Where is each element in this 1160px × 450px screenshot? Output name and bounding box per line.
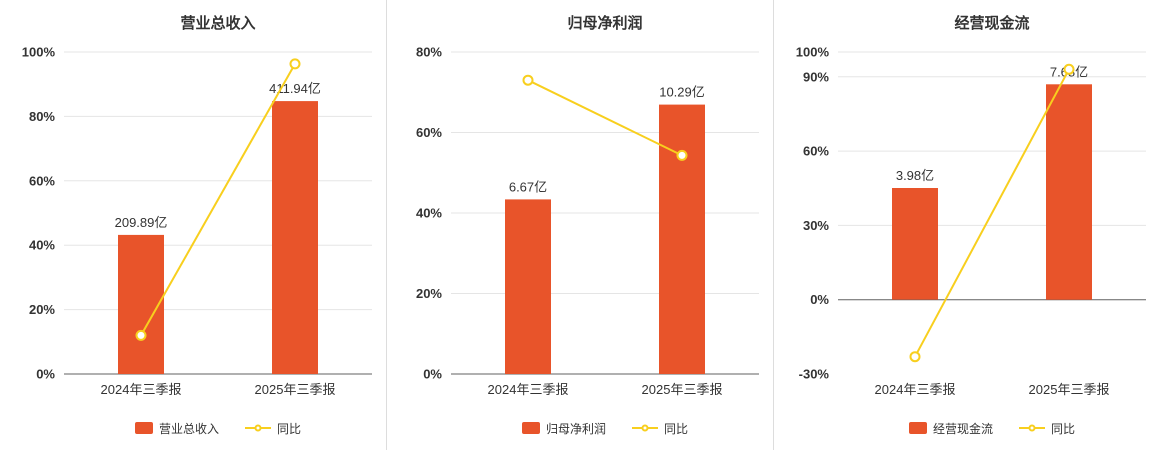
x-category-label: 2025年三季报 [1029,382,1110,397]
y-tick-label: -30% [799,367,830,382]
bar [505,199,551,374]
x-category-label: 2024年三季报 [101,382,182,397]
bar [659,104,705,374]
legend-label: 经营现金流 [932,421,993,436]
bar-swatch-icon [521,422,540,434]
legend-item-bar-series[interactable]: 营业总收入 [134,420,219,437]
bar [272,101,318,374]
chart-legend: 经营现金流 同比 [774,418,1160,438]
chart-plot: 100% 80% 60% 40% 20% 0% 209.89亿 411.94亿 2024年三季报… [0,38,386,418]
chart-title: 营业总收入 [180,15,256,32]
line-marker-icon [245,422,271,434]
chart-plot: 80% 60% 40% 20% 0% 6.67亿 10.29亿 2024年三季报 2025年三季… [387,38,773,418]
bar-value-label: 3.98亿 [896,168,934,183]
bar-value-label: 10.29亿 [659,85,705,100]
chart-legend: 归母净利润 同比 [387,418,773,438]
y-tick-label: 0% [36,367,55,382]
bar [892,188,938,300]
y-tick-label: 60% [29,173,55,188]
legend-item-bar-series[interactable]: 归母净利润 [521,420,606,437]
yoy-line-marker [1063,63,1075,75]
chart-title: 归母净利润 [567,15,643,32]
chart-panel-net-profit: 归母净利润 80% 60% 40% 20% 0% 6.67亿 10.29亿 2024年三季报 2… [386,0,773,450]
chart-plot: 100%90%60%30%0%-30%3.98亿7.68亿2024年三季报202… [774,38,1160,418]
x-category-label: 2024年三季报 [875,382,956,397]
bar-value-label: 6.67亿 [509,179,547,194]
y-tick-label: 30% [803,218,829,233]
chart-canvas: 80% 60% 40% 20% 0% 6.67亿 10.29亿 2024年三季报 2025年三季… [416,45,759,397]
bar [118,234,164,374]
chart-panel-operating-cashflow: 经营现金流 100%90%60%30%0%-30%3.98亿7.68亿2024年… [773,0,1160,450]
x-category-label: 2025年三季报 [255,382,336,397]
yoy-line-marker [289,58,301,70]
y-tick-label: 0% [423,367,442,382]
line-marker-icon [1019,422,1045,434]
legend-label: 同比 [277,421,302,436]
yoy-line [527,79,683,157]
line-marker-icon [632,422,658,434]
legend-item-line-series[interactable]: 同比 [632,420,688,437]
chart-panel-revenue: 营业总收入 100% 80% 60% 40% 20% 0% 209.89亿 411.94亿 20… [0,0,386,450]
bar-value-label: 209.89亿 [115,215,168,230]
y-tick-label: 40% [416,206,442,221]
x-category-label: 2025年三季报 [642,382,723,397]
chart-title: 经营现金流 [954,15,1030,32]
yoy-line-marker [909,351,921,363]
chart-legend: 营业总收入 同比 [0,418,386,438]
yoy-line [140,63,296,336]
y-tick-label: 40% [29,238,55,253]
y-tick-label: 80% [29,109,55,124]
y-tick-label: 60% [416,125,442,140]
legend-label: 营业总收入 [158,421,219,436]
yoy-line [914,68,1070,358]
y-tick-label: 100% [22,45,56,60]
bar-swatch-icon [134,422,153,434]
legend-item-bar-series[interactable]: 经营现金流 [908,420,993,437]
y-tick-label: 20% [416,286,442,301]
y-tick-label: 60% [803,144,829,159]
chart-canvas: 100%80%60%40%20%0%209.89亿411.94亿2024年三季报… [22,45,372,397]
bar-swatch-icon [908,422,927,434]
legend-label: 归母净利润 [545,421,606,436]
x-category-label: 2024年三季报 [488,382,569,397]
legend-label: 同比 [664,421,689,436]
y-tick-label: 90% [803,69,829,84]
legend-item-line-series[interactable]: 同比 [245,420,301,437]
legend-item-line-series[interactable]: 同比 [1019,420,1075,437]
y-tick-label: 20% [29,302,55,317]
bar [1046,84,1092,300]
yoy-line-marker [135,329,147,341]
yoy-line-marker [676,149,688,161]
y-tick-label: 80% [416,45,442,60]
yoy-line-marker [522,74,534,86]
y-tick-label: 0% [810,292,829,307]
y-tick-label: 100% [796,45,830,60]
legend-label: 同比 [1051,421,1076,436]
chart-canvas: 100%90%60%30%0%-30%3.98亿7.68亿2024年三季报202… [796,45,1146,397]
